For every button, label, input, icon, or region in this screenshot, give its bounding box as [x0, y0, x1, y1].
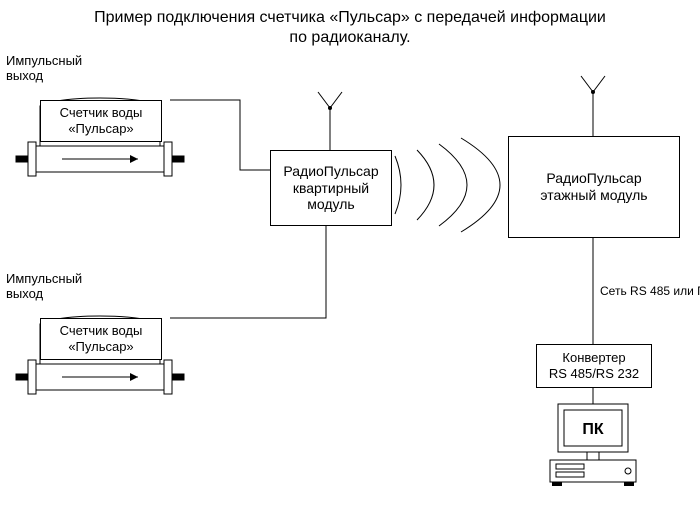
title-line2: по радиоканалу. [0, 28, 700, 48]
pulse-output-label-2: Импульсный выход [6, 272, 82, 302]
diagram-title: Пример подключения счетчика «Пульсар» с … [0, 8, 700, 48]
water-meter-2: Счетчик воды «Пульсар» [40, 318, 162, 360]
title-line1: Пример подключения счетчика «Пульсар» с … [0, 8, 700, 28]
apartment-radio-module: РадиоПульсар квартирный модуль [270, 150, 392, 226]
rs485-network-label: Сеть RS 485 или ПК [600, 284, 700, 298]
pulse-output-label-1: Импульсный выход [6, 54, 82, 84]
diagram-svg-layer: ПК [0, 0, 700, 508]
converter-box: Конвертер RS 485/RS 232 [536, 344, 652, 388]
svg-text:ПК: ПК [582, 421, 604, 438]
floor-radio-module: РадиоПульсар этажный модуль [508, 136, 680, 238]
pc-icon: ПК [550, 404, 636, 486]
water-meter-1: Счетчик воды «Пульсар» [40, 100, 162, 142]
